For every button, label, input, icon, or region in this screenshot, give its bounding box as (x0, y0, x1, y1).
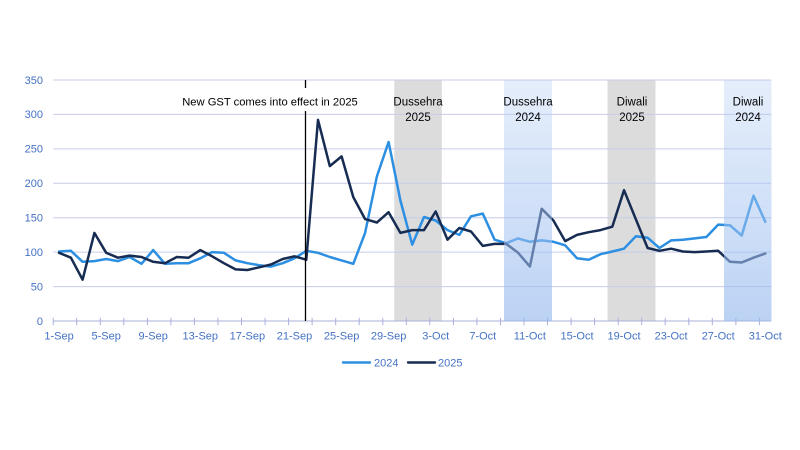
svg-text:19-Oct: 19-Oct (607, 331, 640, 343)
svg-text:2025: 2025 (438, 358, 462, 370)
svg-text:Diwali: Diwali (617, 97, 648, 109)
svg-text:2025: 2025 (405, 112, 431, 124)
svg-text:50: 50 (31, 281, 43, 293)
svg-text:29-Sep: 29-Sep (371, 331, 406, 343)
svg-text:5-Sep: 5-Sep (92, 331, 121, 343)
svg-text:2024: 2024 (515, 112, 541, 124)
svg-text:New GST comes into effect in 2: New GST comes into effect in 2025 (182, 97, 358, 109)
svg-text:15-Oct: 15-Oct (560, 331, 593, 343)
svg-text:17-Sep: 17-Sep (230, 331, 265, 343)
svg-text:300: 300 (25, 109, 43, 121)
svg-text:11-Oct: 11-Oct (514, 331, 546, 343)
svg-text:250: 250 (25, 144, 43, 156)
svg-text:9-Sep: 9-Sep (139, 331, 168, 343)
svg-text:21-Sep: 21-Sep (277, 331, 312, 343)
svg-text:7-Oct: 7-Oct (469, 331, 496, 343)
svg-text:2025: 2025 (619, 112, 645, 124)
svg-text:350: 350 (25, 75, 43, 87)
svg-text:200: 200 (25, 178, 43, 190)
svg-text:25-Sep: 25-Sep (324, 331, 359, 343)
svg-text:3-Oct: 3-Oct (422, 331, 449, 343)
svg-text:13-Sep: 13-Sep (183, 331, 218, 343)
svg-text:1-Sep: 1-Sep (44, 331, 73, 343)
svg-text:Diwali: Diwali (733, 97, 764, 109)
svg-text:31-Oct: 31-Oct (749, 331, 782, 343)
svg-text:23-Oct: 23-Oct (655, 331, 688, 343)
svg-text:Dussehra: Dussehra (503, 97, 553, 109)
svg-text:100: 100 (25, 247, 43, 259)
svg-text:0: 0 (37, 316, 43, 328)
svg-text:150: 150 (25, 213, 43, 225)
svg-text:2024: 2024 (735, 112, 761, 124)
svg-text:27-Oct: 27-Oct (702, 331, 735, 343)
svg-text:Dussehra: Dussehra (393, 97, 443, 109)
svg-text:2024: 2024 (374, 358, 398, 370)
